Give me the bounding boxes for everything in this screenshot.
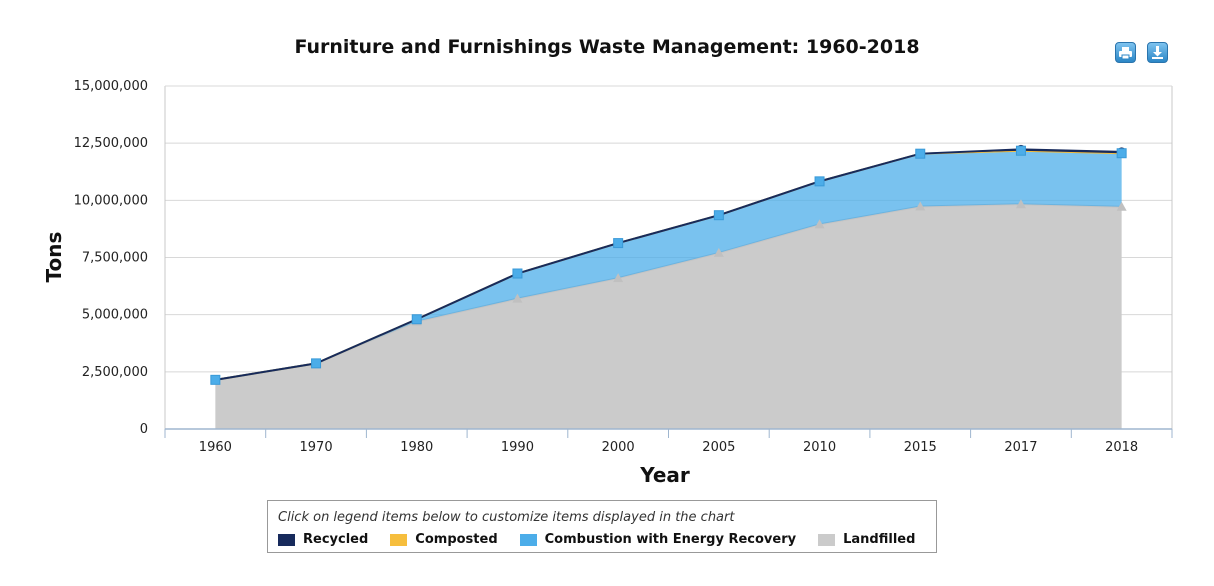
marker-landfilled bbox=[1015, 199, 1026, 209]
legend-swatch-combustion bbox=[519, 533, 537, 546]
x-tick-label: 2015 bbox=[904, 440, 937, 455]
x-tick-label: 1960 bbox=[199, 440, 232, 455]
x-tick-label: 2018 bbox=[1105, 440, 1138, 455]
area-combustion-with-energy-recovery bbox=[215, 150, 1122, 380]
marker-combustion bbox=[1116, 148, 1127, 159]
marker-combustion bbox=[814, 176, 825, 187]
legend: Click on legend items below to customize… bbox=[267, 500, 937, 553]
x-tick-label: 2017 bbox=[1004, 440, 1037, 455]
marker-landfilled bbox=[915, 201, 926, 211]
marker-landfilled bbox=[512, 293, 523, 303]
marker-combustion bbox=[613, 238, 624, 249]
legend-items: Recycled Composted Combustion with Energ… bbox=[278, 532, 915, 547]
x-tick-label: 1970 bbox=[300, 440, 333, 455]
legend-item-composted[interactable]: Composted bbox=[390, 532, 498, 547]
x-tick-label: 2005 bbox=[702, 440, 735, 455]
marker-landfilled bbox=[613, 273, 624, 283]
x-tick-label: 1990 bbox=[501, 440, 534, 455]
legend-item-combustion[interactable]: Combustion with Energy Recovery bbox=[519, 532, 797, 547]
y-axis-title: Tons bbox=[42, 232, 66, 283]
marker-combustion bbox=[915, 148, 926, 159]
y-tick-label: 10,000,000 bbox=[74, 193, 148, 208]
y-tick-label: 2,500,000 bbox=[82, 365, 148, 380]
legend-swatch-landfilled bbox=[818, 533, 836, 546]
chart-title: Furniture and Furnishings Waste Manageme… bbox=[294, 36, 920, 58]
legend-label-composted: Composted bbox=[415, 532, 498, 547]
x-tick-label: 2010 bbox=[803, 440, 836, 455]
y-tick-label: 5,000,000 bbox=[82, 308, 148, 323]
marker-combustion bbox=[311, 358, 322, 369]
y-tick-label: 12,500,000 bbox=[74, 136, 148, 151]
x-axis-title: Year bbox=[639, 463, 690, 487]
axes bbox=[164, 85, 1173, 438]
x-tick-label: 2000 bbox=[602, 440, 635, 455]
marker-landfilled bbox=[814, 219, 825, 229]
download-button[interactable] bbox=[1147, 42, 1168, 63]
legend-label-recycled: Recycled bbox=[303, 532, 369, 547]
legend-hint: Click on legend items below to customize… bbox=[278, 510, 735, 525]
marker-landfilled bbox=[713, 247, 724, 257]
marker-combustion bbox=[1015, 145, 1026, 156]
download-icon bbox=[1152, 46, 1163, 59]
tick-labels: 0 2,500,000 5,000,000 7,500,000 10,000,000 12… bbox=[74, 79, 1139, 455]
marker-combustion bbox=[713, 210, 724, 221]
legend-label-combustion: Combustion with Energy Recovery bbox=[544, 532, 797, 547]
y-tick-label: 15,000,000 bbox=[74, 79, 148, 94]
chart-svg: 0 2,500,000 5,000,000 7,500,000 10,000,000 12… bbox=[42, 79, 1173, 487]
y-tick-label: 0 bbox=[140, 422, 148, 437]
legend-label-landfilled: Landfilled bbox=[843, 532, 916, 547]
legend-swatch-composted bbox=[390, 533, 408, 546]
marker-combustion bbox=[512, 268, 523, 279]
printer-icon bbox=[1119, 46, 1132, 59]
marker-layer bbox=[210, 144, 1127, 385]
marker-combustion bbox=[411, 314, 422, 325]
area-landfilled bbox=[215, 204, 1122, 429]
print-button[interactable] bbox=[1115, 42, 1136, 63]
legend-item-recycled[interactable]: Recycled bbox=[278, 532, 368, 547]
marker-combustion bbox=[210, 374, 221, 385]
area-layer bbox=[215, 148, 1122, 429]
legend-item-landfilled[interactable]: Landfilled bbox=[818, 532, 915, 547]
x-tick-label: 1980 bbox=[400, 440, 433, 455]
marker-landfilled bbox=[1116, 201, 1127, 211]
y-tick-label: 7,500,000 bbox=[82, 251, 148, 266]
legend-swatch-recycled bbox=[278, 533, 295, 546]
line-recycled bbox=[215, 148, 1122, 381]
